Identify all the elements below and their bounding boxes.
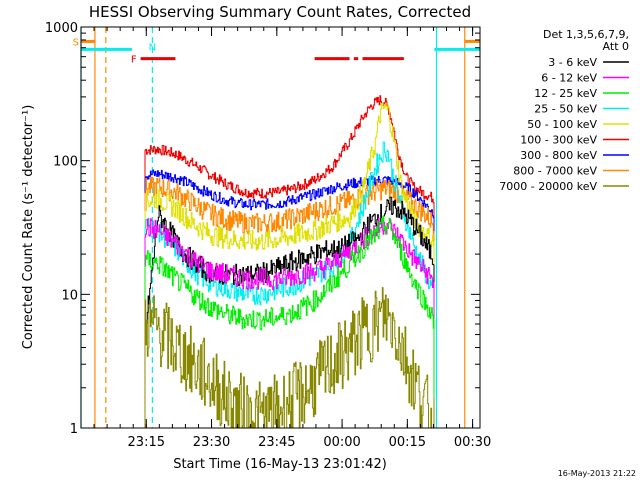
x-tick-label-5: 00:30 <box>454 435 491 450</box>
series-line-7 <box>144 215 435 428</box>
y-tick-label-0: 1 <box>70 422 78 437</box>
flag-label-N: N <box>149 42 156 53</box>
series-line-3 <box>144 102 435 428</box>
series-line-0 <box>144 95 435 428</box>
legend-entry-label-5: 100 - 300 keV <box>520 134 597 147</box>
x-tick-label-3: 00:00 <box>323 435 360 450</box>
legend-entry-label-8: 7000 - 20000 keV <box>499 180 597 193</box>
legend-header-0: Det 1,3,5,6,7,9, <box>543 28 629 41</box>
series-line-4 <box>144 141 435 428</box>
x-tick-label-0: 23:15 <box>128 435 165 450</box>
x-tick-label-4: 00:15 <box>389 435 426 450</box>
plot-area: S N F 1 10 100 1000 23:15 23:30 23:45 00:00 00:15 00… <box>45 21 491 450</box>
y-tick-label-2: 100 <box>53 155 78 170</box>
legend: Det 1,3,5,6,7,9,Att 0 3 - 6 keV 6 - 12 keV… <box>499 28 629 193</box>
axes-frame <box>80 26 481 429</box>
legend-entry-label-3: 25 - 50 keV <box>534 103 597 116</box>
x-tick-label-2: 23:45 <box>258 435 295 450</box>
x-axis-label: Start Time (16-May-13 23:01:42) <box>173 457 387 472</box>
y-axis-label: Corrected Count Rate (s⁻¹ detector⁻¹) <box>21 105 36 350</box>
legend-header-1: Att 0 <box>603 40 629 53</box>
legend-entry-label-2: 12 - 25 keV <box>534 87 597 100</box>
chart-title: HESSI Observing Summary Count Rates, Cor… <box>89 3 471 21</box>
footer-date: 16-May-2013 21:22 <box>558 469 636 478</box>
series-group <box>144 95 435 428</box>
legend-entry-label-7: 800 - 7000 keV <box>513 165 597 178</box>
series-line-1 <box>144 169 435 428</box>
y-tick-label-1: 10 <box>61 288 78 303</box>
flag-label-F: F <box>131 55 137 66</box>
legend-entry-label-4: 50 - 100 keV <box>527 118 597 131</box>
flag-label-S: S <box>73 37 79 48</box>
y-tick-label-3: 1000 <box>45 21 78 36</box>
legend-entry-label-0: 3 - 6 keV <box>548 56 597 69</box>
legend-entry-label-1: 6 - 12 keV <box>541 72 597 85</box>
series-line-2 <box>144 176 435 428</box>
legend-entry-label-6: 300 - 800 keV <box>520 149 597 162</box>
x-tick-label-1: 23:30 <box>193 435 230 450</box>
series-line-8 <box>144 287 435 428</box>
